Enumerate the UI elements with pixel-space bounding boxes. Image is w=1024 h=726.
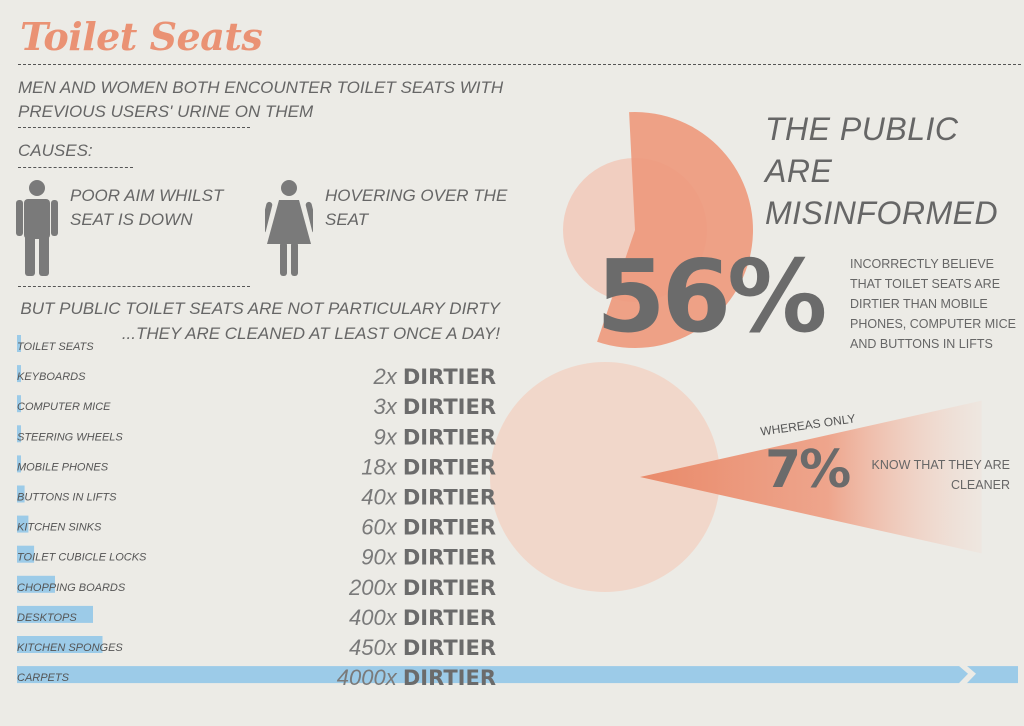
subtitle: MEN AND WOMEN BOTH ENCOUNTER TOILET SEAT… [18, 78, 504, 121]
bar-kitchen-sponges [17, 636, 103, 653]
bar-value-label: 9x DIRTIER [374, 424, 497, 449]
bar-category-label: TOILET CUBICLE LOCKS [17, 552, 147, 564]
bar-value-label: 400x DIRTIER [349, 605, 496, 630]
misinformed-headline-2: MISINFORMED [765, 195, 999, 231]
cleaning-note-line1: BUT PUBLIC TOILET SEATS ARE NOT PARTICUL… [20, 299, 500, 318]
whereas-label: WHEREAS ONLY [759, 411, 857, 439]
bar-category-label: MOBILE PHONES [17, 461, 109, 473]
small-percentage-description: KNOW THAT THEY ARE CLEANER [871, 458, 1010, 492]
causes-label: CAUSES: [18, 141, 93, 160]
bar-value-label: 450x DIRTIER [349, 635, 496, 660]
cleaning-note: BUT PUBLIC TOILET SEATS ARE NOT PARTICUL… [18, 296, 500, 346]
bar-desktops [17, 605, 93, 623]
bar-value-label: 3x DIRTIER [374, 394, 497, 419]
bar-category-label: KITCHEN SINKS [17, 522, 102, 534]
small-percentage: 7% [765, 440, 851, 500]
bar-category-label: BUTTONS IN LIFTS [17, 492, 117, 504]
misinformed-headline-1: THE PUBLIC ARE [765, 111, 959, 189]
bar-value-label: 90x DIRTIER [361, 545, 496, 570]
bar-category-label: CHOPPING BOARDS [17, 582, 126, 594]
big-percentage: 56% [596, 238, 827, 355]
causes-divider [18, 167, 133, 168]
bar-mobile-phones [17, 455, 21, 473]
bar-keyboards [17, 365, 21, 383]
bar-steering-wheels [17, 425, 21, 443]
bar-category-label: DESKTOPS [17, 612, 77, 624]
bar-category-label: STEERING WHEELS [17, 431, 123, 443]
bar-chopping-boards [17, 575, 55, 593]
bar-value-label: 18x DIRTIER [361, 454, 496, 479]
big-percentage-description: INCORRECTLY BELIEVE THAT TOILET SEATS AR… [850, 257, 1016, 351]
bar-value-label: 200x DIRTIER [348, 575, 496, 600]
subtitle-divider [18, 127, 250, 128]
cause-men: POOR AIM WHILST SEAT IS DOWN [70, 186, 224, 229]
bar-kitchen-sinks [17, 515, 29, 533]
woman-icon [265, 180, 313, 276]
bar-value-label: 40x DIRTIER [361, 485, 496, 510]
bar-category-label: KITCHEN SPONGES [17, 642, 123, 654]
man-icon [16, 180, 58, 276]
bar-toilet-cubicle-locks [17, 545, 35, 563]
cleaning-note-line2: ...THEY ARE CLEANED AT LEAST ONCE A DAY! [121, 324, 500, 343]
bar-value-label: 60x DIRTIER [361, 515, 496, 540]
bar-carpets [17, 666, 1018, 684]
bar-value-label: 2x DIRTIER [373, 364, 497, 389]
title-divider [18, 64, 1021, 65]
axis-break-icon [958, 665, 976, 685]
misinformed-headline: THE PUBLIC ARE MISINFORMED [765, 108, 1024, 234]
bar-value-label: 4000x DIRTIER [337, 665, 496, 690]
bar-category-label: CARPETS [17, 672, 70, 684]
bar-computer-mice [17, 395, 21, 413]
bar-category-label: KEYBOARDS [17, 371, 86, 383]
page-title: Toilet Seats [20, 14, 263, 59]
bar-buttons-in-lifts [17, 485, 25, 503]
causes-bottom-divider [18, 286, 250, 287]
bar-category-label: COMPUTER MICE [17, 401, 111, 413]
cause-women: HOVERING OVER THE SEAT [325, 186, 508, 229]
pie-7-remainder [490, 362, 720, 592]
